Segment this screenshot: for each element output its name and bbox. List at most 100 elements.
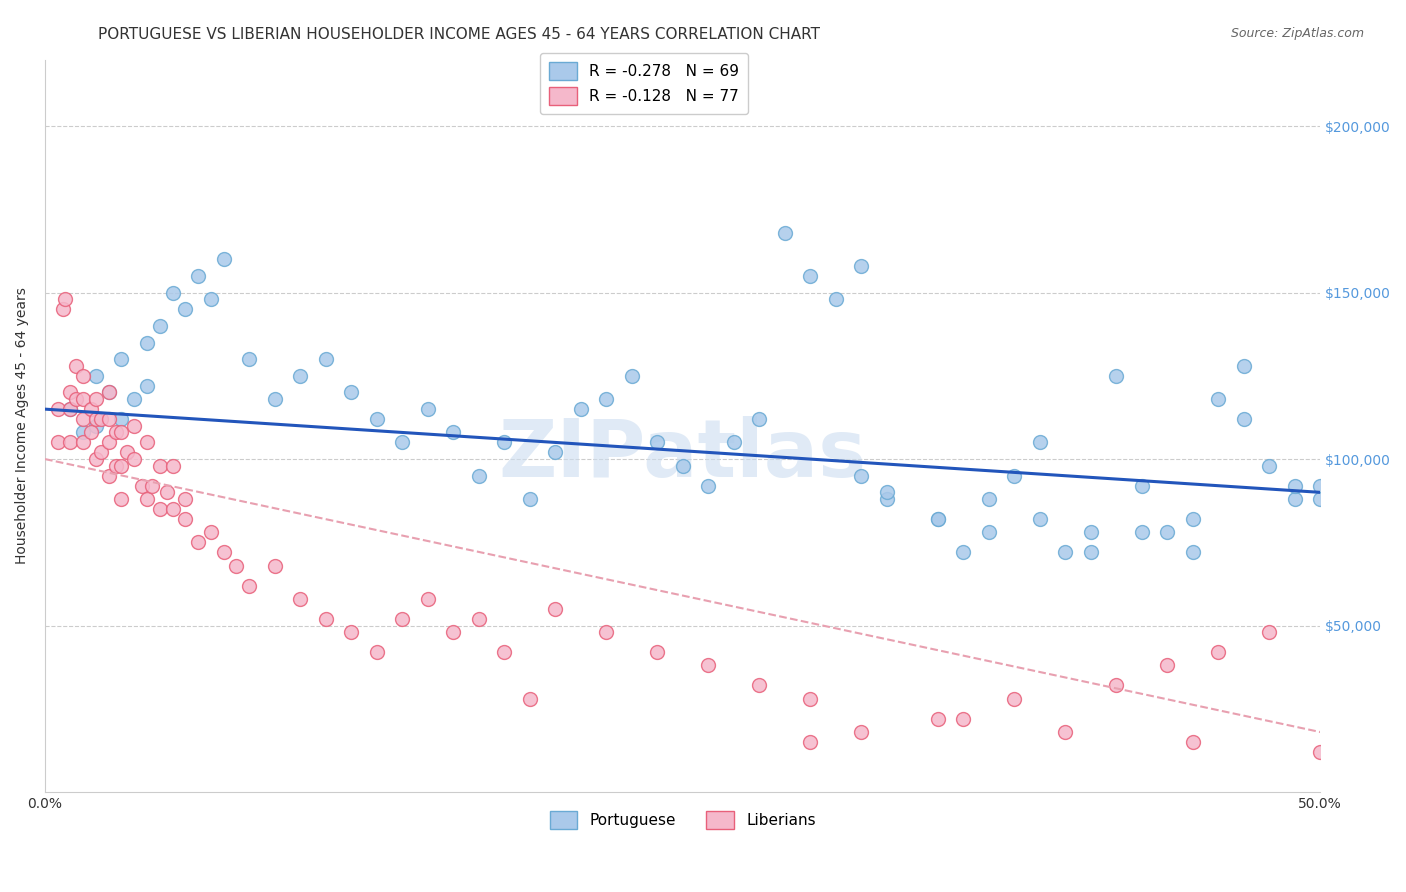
Point: [849, 725, 872, 739]
Point: [136, 379, 159, 393]
Point: [59, 435, 82, 450]
Point: [84, 412, 107, 426]
Point: [212, 252, 235, 267]
Point: [84, 418, 107, 433]
Point: [263, 392, 285, 406]
Point: [366, 412, 388, 426]
Legend: Portuguese, Liberians: Portuguese, Liberians: [544, 805, 821, 836]
Point: [52, 302, 75, 317]
Point: [927, 712, 949, 726]
Point: [46, 402, 69, 417]
Point: [1130, 479, 1153, 493]
Point: [136, 435, 159, 450]
Point: [952, 712, 974, 726]
Point: [467, 612, 489, 626]
Text: Source: ZipAtlas.com: Source: ZipAtlas.com: [1230, 27, 1364, 40]
Point: [1258, 458, 1281, 473]
Point: [1181, 545, 1204, 559]
Point: [927, 512, 949, 526]
Point: [544, 445, 567, 459]
Point: [773, 226, 796, 240]
Point: [1156, 658, 1178, 673]
Point: [494, 435, 516, 450]
Point: [122, 418, 145, 433]
Point: [416, 591, 439, 606]
Point: [441, 625, 464, 640]
Point: [977, 491, 1000, 506]
Point: [1309, 491, 1331, 506]
Point: [162, 458, 184, 473]
Point: [927, 512, 949, 526]
Point: [59, 402, 82, 417]
Point: [1284, 491, 1306, 506]
Point: [288, 591, 311, 606]
Point: [697, 479, 720, 493]
Point: [1054, 725, 1077, 739]
Point: [1206, 392, 1229, 406]
Text: ZIPatlas: ZIPatlas: [499, 416, 866, 494]
Point: [162, 502, 184, 516]
Point: [80, 402, 103, 417]
Point: [645, 435, 668, 450]
Point: [723, 435, 745, 450]
Point: [288, 368, 311, 383]
Point: [824, 293, 846, 307]
Point: [849, 468, 872, 483]
Point: [391, 612, 413, 626]
Point: [136, 491, 159, 506]
Point: [876, 485, 898, 500]
Point: [1080, 545, 1102, 559]
Point: [1156, 525, 1178, 540]
Point: [131, 479, 153, 493]
Point: [162, 285, 184, 300]
Point: [238, 352, 260, 367]
Point: [1181, 735, 1204, 749]
Point: [595, 625, 617, 640]
Point: [84, 452, 107, 467]
Point: [149, 502, 172, 516]
Point: [645, 645, 668, 659]
Point: [952, 545, 974, 559]
Point: [97, 385, 120, 400]
Point: [90, 445, 112, 459]
Point: [84, 368, 107, 383]
Point: [391, 435, 413, 450]
Point: [238, 578, 260, 592]
Point: [340, 385, 363, 400]
Point: [519, 491, 541, 506]
Point: [799, 691, 821, 706]
Point: [263, 558, 285, 573]
Point: [110, 352, 132, 367]
Point: [748, 678, 770, 692]
Point: [799, 268, 821, 283]
Point: [519, 691, 541, 706]
Point: [799, 735, 821, 749]
Point: [1002, 691, 1025, 706]
Point: [200, 525, 222, 540]
Point: [122, 452, 145, 467]
Point: [105, 458, 128, 473]
Point: [1233, 412, 1256, 426]
Point: [46, 435, 69, 450]
Point: [110, 412, 132, 426]
Point: [315, 352, 337, 367]
Point: [977, 525, 1000, 540]
Point: [697, 658, 720, 673]
Point: [174, 302, 197, 317]
Point: [1054, 545, 1077, 559]
Point: [149, 458, 172, 473]
Point: [366, 645, 388, 659]
Point: [174, 491, 197, 506]
Point: [849, 259, 872, 273]
Point: [315, 612, 337, 626]
Point: [441, 425, 464, 440]
Point: [544, 602, 567, 616]
Point: [1002, 468, 1025, 483]
Text: PORTUGUESE VS LIBERIAN HOUSEHOLDER INCOME AGES 45 - 64 YEARS CORRELATION CHART: PORTUGUESE VS LIBERIAN HOUSEHOLDER INCOM…: [98, 27, 821, 42]
Point: [90, 412, 112, 426]
Point: [416, 402, 439, 417]
Point: [122, 392, 145, 406]
Point: [1105, 678, 1128, 692]
Point: [97, 468, 120, 483]
Point: [187, 535, 209, 549]
